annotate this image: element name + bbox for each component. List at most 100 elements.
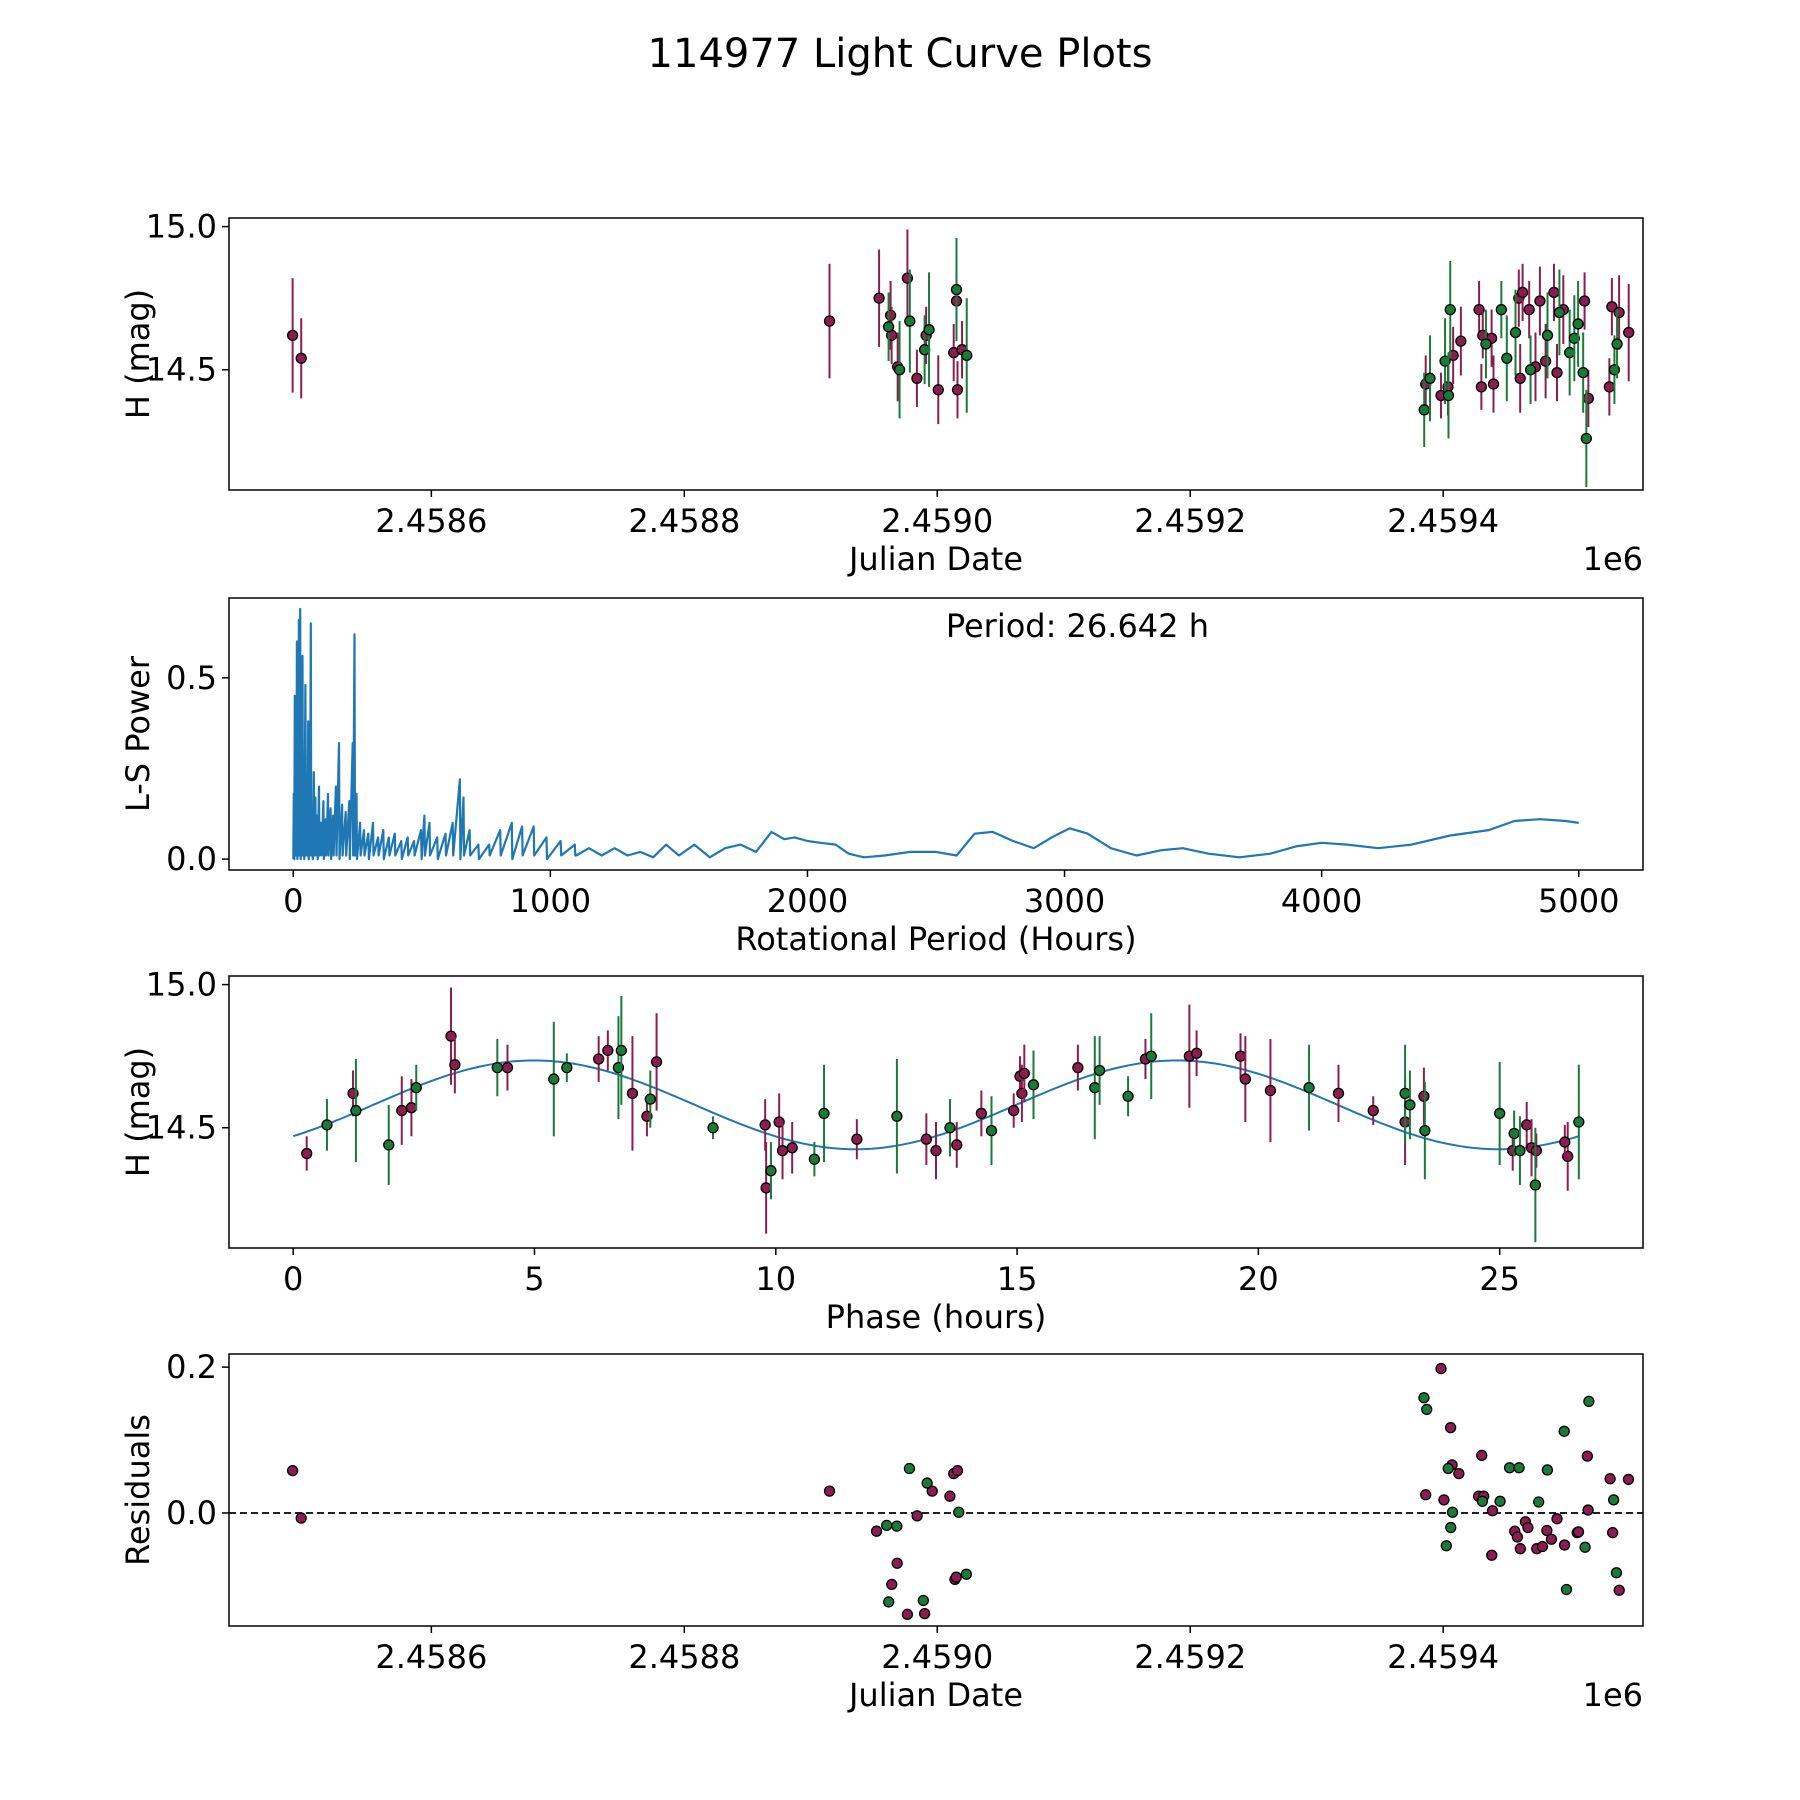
data-point: [593, 1053, 605, 1065]
data-point: [644, 1093, 656, 1105]
data-point: [1089, 1082, 1101, 1094]
y-tick-label: 15.0: [146, 966, 217, 1004]
data-point: [891, 1520, 903, 1532]
data-point: [295, 352, 307, 364]
series-filter-2: [321, 996, 1585, 1243]
data-point: [1442, 1462, 1454, 1475]
data-point: [1444, 1422, 1457, 1434]
data-point: [759, 1119, 771, 1131]
x-tick-label: 2.4588: [628, 502, 740, 540]
data-point: [1606, 301, 1618, 313]
data-point: [1513, 1462, 1525, 1474]
x-axis-label: Julian Date: [847, 1676, 1023, 1714]
data-point: [295, 1512, 307, 1524]
data-point: [615, 1044, 627, 1057]
data-point: [1509, 326, 1522, 339]
data-point: [1524, 364, 1537, 376]
data-point: [1455, 335, 1467, 347]
data-point: [904, 315, 916, 327]
data-point: [760, 1182, 772, 1194]
data-point: [903, 1462, 916, 1475]
data-point: [951, 1465, 964, 1477]
data-point: [1611, 338, 1623, 350]
data-point: [1145, 1050, 1157, 1062]
data-point: [1442, 389, 1455, 402]
data-point: [920, 1133, 932, 1145]
data-point: [1579, 1541, 1591, 1553]
data-point: [1503, 1462, 1516, 1474]
x-offset-label: 1e6: [1583, 540, 1643, 578]
data-point: [1541, 329, 1554, 342]
x-tick-label: 2.4586: [375, 502, 487, 540]
data-point: [1516, 286, 1529, 299]
data-point: [944, 1122, 956, 1134]
data-point: [1239, 1073, 1251, 1085]
data-point: [1608, 1494, 1620, 1506]
plot-area: [286, 229, 1635, 488]
data-point: [1234, 1050, 1247, 1062]
data-point: [449, 1059, 461, 1071]
data-point: [1122, 1090, 1134, 1102]
data-point: [1476, 1495, 1489, 1507]
plot-area: [229, 1362, 1643, 1620]
x-tick-label: 2.4592: [1134, 502, 1246, 540]
data-point: [410, 1082, 422, 1094]
y-tick-label: 15.0: [146, 208, 217, 246]
data-point: [1367, 1104, 1379, 1117]
data-point: [1560, 1583, 1573, 1596]
data-point: [901, 272, 914, 284]
data-point: [923, 324, 935, 336]
data-point: [1582, 392, 1595, 405]
data-point: [1623, 326, 1635, 339]
data-point: [301, 1147, 313, 1160]
data-point: [851, 1133, 863, 1145]
axes-frame: [228, 597, 1644, 871]
data-point: [602, 1044, 614, 1057]
data-point: [1424, 372, 1436, 384]
x-tick-label: 2.4594: [1387, 1638, 1499, 1676]
data-point: [1583, 1395, 1595, 1408]
data-point: [1582, 1504, 1594, 1516]
data-point: [1419, 1124, 1431, 1137]
data-point: [1420, 1489, 1432, 1501]
data-point: [893, 364, 906, 376]
x-tick-label: 2.4588: [628, 1638, 740, 1676]
data-point: [884, 309, 897, 321]
series-filter-2: [881, 1392, 1623, 1608]
data-point: [1476, 1449, 1488, 1462]
x-tick-label: 10: [755, 1260, 796, 1298]
plot-area: [292, 607, 1579, 861]
data-point: [961, 349, 973, 362]
data-point: [911, 372, 923, 384]
data-point: [1016, 1087, 1028, 1100]
data-point: [823, 1485, 836, 1497]
data-point: [1418, 1392, 1430, 1404]
data-point: [1514, 1543, 1526, 1555]
y-tick-label: 0.5: [166, 659, 217, 697]
data-point: [1622, 1473, 1635, 1486]
data-point: [818, 1107, 830, 1120]
data-point: [873, 292, 885, 304]
x-tick-label: 2.4586: [375, 1638, 487, 1676]
data-point: [1514, 1145, 1526, 1157]
data-point: [1521, 1119, 1533, 1131]
data-point: [953, 1506, 965, 1518]
data-point: [445, 1030, 457, 1042]
data-point: [548, 1073, 560, 1085]
data-point: [950, 1571, 962, 1583]
data-point: [926, 1485, 938, 1497]
data-point: [1534, 295, 1546, 307]
y-axis-label: H (mag): [119, 289, 157, 419]
x-tick-label: 2000: [767, 882, 848, 920]
data-point: [626, 1087, 639, 1100]
data-point: [1473, 303, 1485, 316]
x-tick-label: 2.4594: [1387, 502, 1499, 540]
data-point: [1613, 306, 1625, 319]
data-point: [1577, 366, 1589, 379]
panel-phase-folded: 0 5 10 15 20 25 14.5 15.0 Phase (hours) H (mag): [119, 966, 1644, 1336]
data-point: [891, 1557, 903, 1569]
y-tick-label: 0.0: [166, 1494, 217, 1532]
data-point: [1404, 1099, 1416, 1111]
data-point: [1435, 1362, 1447, 1375]
data-point: [1494, 1107, 1506, 1120]
